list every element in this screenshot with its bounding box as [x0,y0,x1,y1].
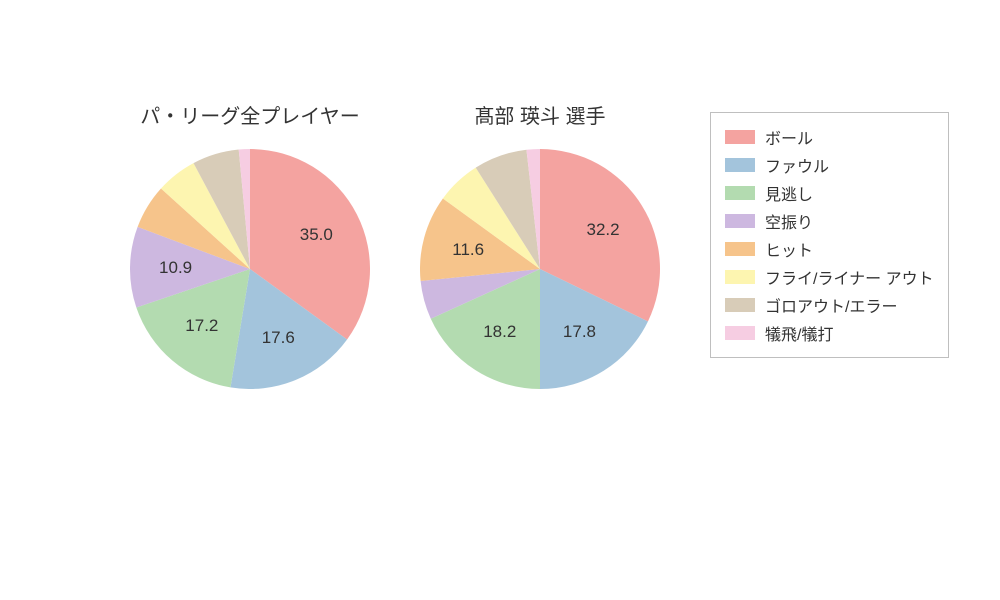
legend-swatch-ball [725,130,755,144]
legend-swatch-ground [725,298,755,312]
pie-chart-player: 髙部 瑛斗 選手 32.2 17.8 18.2 11.6 [410,100,670,389]
pie-label-hit: 11.6 [452,240,484,260]
legend-row-swing: 空振り [725,207,934,235]
pie-svg-player [420,149,660,389]
legend-label-ground: ゴロアウト/エラー [765,293,897,317]
legend-label-look: 見逃し [765,181,813,205]
legend-row-sac: 犠飛/犠打 [725,319,934,347]
chart-title-league: パ・リーグ全プレイヤー [120,100,380,129]
legend-label-swing: 空振り [765,209,813,233]
legend-label-hit: ヒット [765,237,813,261]
legend-swatch-look [725,186,755,200]
legend-label-fly: フライ/ライナー アウト [765,265,934,289]
pie-wrap-player: 32.2 17.8 18.2 11.6 [420,149,660,389]
pie-label-swing: 10.9 [159,258,192,278]
pie-label-foul: 17.8 [563,322,596,342]
legend-row-look: 見逃し [725,179,934,207]
pie-label-look: 17.2 [185,316,218,336]
pie-wrap-league: 35.0 17.6 17.2 10.9 [130,149,370,389]
pie-label-foul: 17.6 [262,328,295,348]
legend-row-hit: ヒット [725,235,934,263]
pie-label-ball: 32.2 [587,220,620,240]
chart-container: パ・リーグ全プレイヤー 35.0 17.6 17.2 10.9 髙部 瑛斗 選手 32… [0,0,1000,600]
legend-row-ball: ボール [725,123,934,151]
legend: ボールファウル見逃し空振りヒットフライ/ライナー アウトゴロアウト/エラー犠飛/… [710,112,949,358]
legend-swatch-swing [725,214,755,228]
legend-label-ball: ボール [765,125,813,149]
legend-swatch-hit [725,242,755,256]
legend-swatch-sac [725,326,755,340]
pie-label-ball: 35.0 [300,225,333,245]
pie-label-look: 18.2 [483,322,516,342]
legend-label-sac: 犠飛/犠打 [765,321,833,345]
legend-swatch-foul [725,158,755,172]
legend-swatch-fly [725,270,755,284]
chart-title-player: 髙部 瑛斗 選手 [410,100,670,129]
pie-chart-league: パ・リーグ全プレイヤー 35.0 17.6 17.2 10.9 [120,100,380,389]
legend-row-fly: フライ/ライナー アウト [725,263,934,291]
legend-row-foul: ファウル [725,151,934,179]
legend-row-ground: ゴロアウト/エラー [725,291,934,319]
legend-label-foul: ファウル [765,153,829,177]
